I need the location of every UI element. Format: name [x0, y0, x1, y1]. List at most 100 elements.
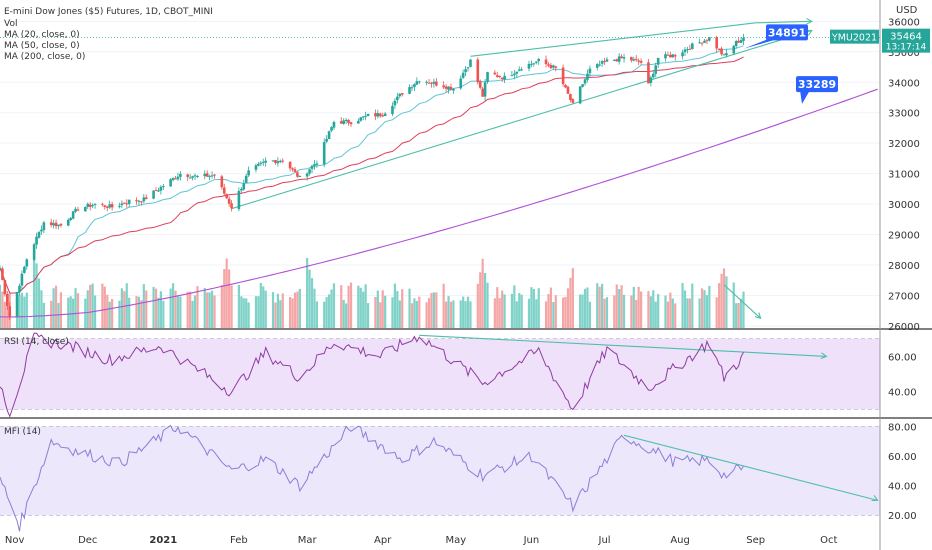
candle-body — [583, 79, 587, 84]
volume-bar — [210, 290, 214, 328]
rsi-divergence-line — [419, 334, 827, 357]
time-tick-label: May — [446, 535, 467, 546]
volume-bar — [52, 288, 55, 328]
candle-body — [605, 59, 609, 62]
candle-body — [66, 219, 70, 226]
volume-bar — [418, 296, 421, 328]
candle-body — [725, 53, 728, 56]
candle-body — [737, 40, 740, 43]
candle-body — [15, 291, 19, 317]
candle-body — [281, 160, 285, 162]
volume-bar — [264, 290, 267, 328]
candle-body — [569, 94, 572, 101]
candle-body — [530, 63, 533, 65]
time-tick-label: Jun — [523, 535, 540, 546]
volume-bar — [288, 297, 292, 328]
volume-bar — [564, 296, 567, 328]
candle-body — [203, 173, 207, 177]
volume-bar — [152, 286, 155, 328]
volume-bar — [123, 291, 126, 328]
candle-body — [381, 115, 385, 117]
contract-box — [830, 29, 879, 44]
candle-body — [649, 77, 653, 83]
volume-bar — [452, 300, 455, 328]
candle-body — [23, 266, 26, 273]
volume-bar — [605, 297, 609, 328]
volume-bar — [530, 287, 533, 328]
candle-body — [664, 54, 667, 59]
candle-body — [495, 75, 499, 77]
volume-bar — [142, 284, 145, 328]
volume-bar — [257, 296, 260, 328]
volume-bar — [366, 303, 370, 328]
volume-bar — [681, 282, 684, 328]
volume-bar — [703, 290, 706, 328]
candle-body — [125, 203, 129, 205]
candle-body — [637, 60, 640, 62]
price-axis[interactable]: 36000 35000 34000 33000 32000 31000 30000 29000… — [888, 17, 920, 522]
volume-bar — [498, 298, 501, 328]
volume-bar — [330, 289, 333, 328]
candle-body — [342, 120, 346, 124]
last-price-label: 35464 — [890, 32, 922, 43]
volume-bar — [240, 296, 243, 328]
volume-bar — [374, 296, 377, 328]
volume-bar — [159, 291, 162, 328]
countdown-label: 13:17:14 — [886, 43, 927, 53]
candle-body — [666, 54, 670, 56]
volume-bar — [715, 297, 718, 328]
volume-bar — [18, 295, 21, 328]
volume-bar — [196, 286, 199, 328]
candle-body — [430, 82, 433, 84]
candle-body — [630, 56, 633, 61]
volume-bar — [189, 291, 192, 328]
candle-body — [532, 63, 536, 65]
volume-bar — [242, 298, 245, 328]
candle-body — [690, 43, 694, 50]
trendlines[interactable] — [231, 17, 879, 502]
candle-body — [213, 174, 216, 176]
candle-body — [361, 116, 365, 118]
candle-body — [413, 84, 416, 88]
volume-bar — [162, 300, 165, 328]
candle-body — [288, 161, 292, 169]
candle-body — [144, 197, 148, 200]
candle-body — [686, 49, 689, 51]
volume-bar — [25, 292, 28, 328]
candle-body — [612, 59, 616, 61]
volume-bar — [191, 300, 194, 328]
mfi-tick-label: 40.00 — [888, 482, 917, 493]
candle-body — [6, 293, 9, 306]
time-tick-label: Aug — [670, 535, 690, 546]
time-axis[interactable]: Nov Dec 2021 Feb Mar Apr May Jun Jul Aug Sep Oct — [5, 535, 838, 546]
candle-body — [208, 175, 211, 177]
candle-body — [325, 139, 328, 142]
volume-bar — [332, 283, 336, 328]
volume-bar — [501, 290, 504, 328]
volume-bar — [657, 294, 660, 328]
candle-body — [71, 211, 75, 219]
candle-body — [110, 204, 114, 208]
candle-body — [271, 160, 275, 162]
volume-bar — [364, 284, 367, 328]
price-tick-label: 28000 — [888, 261, 920, 272]
volume-bar — [708, 285, 711, 328]
volume-bar — [293, 292, 297, 328]
candle-body — [152, 190, 155, 199]
volume-bar — [208, 292, 211, 328]
candle-body — [622, 57, 626, 59]
candle-body — [220, 176, 224, 188]
candle-body — [276, 161, 280, 164]
candle-body — [415, 81, 419, 85]
level-callout-label: 33289 — [798, 78, 836, 91]
volume-bar — [598, 286, 601, 328]
volume-bar — [306, 258, 309, 328]
volume-bar — [230, 285, 233, 328]
rsi-band — [0, 338, 880, 410]
candle-body — [179, 173, 182, 177]
volume-bar — [59, 292, 63, 328]
volume-bar — [274, 302, 277, 328]
candle-body — [142, 197, 146, 202]
